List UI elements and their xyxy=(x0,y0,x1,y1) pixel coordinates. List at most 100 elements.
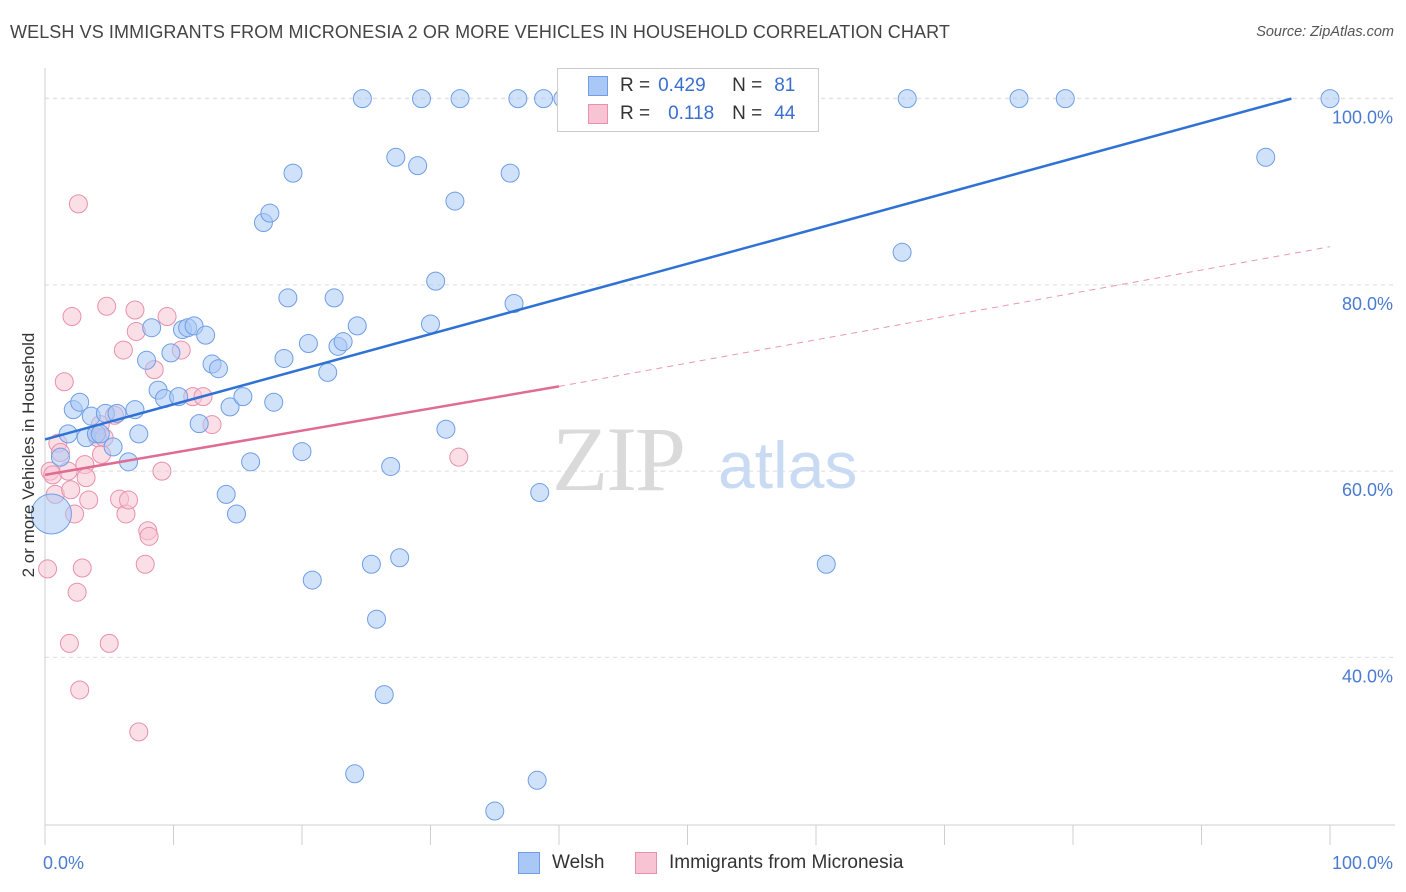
micronesia-point xyxy=(61,480,81,500)
welsh-point xyxy=(70,392,90,412)
micronesia-point xyxy=(67,582,87,602)
micronesia-point xyxy=(135,554,155,574)
welsh-point xyxy=(318,362,338,382)
welsh-point xyxy=(274,348,294,368)
welsh-point xyxy=(161,343,181,363)
welsh-point xyxy=(260,203,280,223)
welsh-point xyxy=(1009,89,1029,109)
welsh-point xyxy=(278,288,298,308)
welsh-point xyxy=(530,483,550,503)
welsh-point xyxy=(1055,89,1075,109)
source-label: Source: ZipAtlas.com xyxy=(1256,24,1394,40)
welsh-point xyxy=(264,392,284,412)
welsh-point xyxy=(129,424,149,444)
welsh-point xyxy=(421,314,440,334)
micronesia-point xyxy=(157,307,177,327)
micronesia-point xyxy=(125,300,145,320)
welsh-point xyxy=(352,89,372,109)
welsh-point xyxy=(30,493,72,535)
welsh-point xyxy=(816,554,836,574)
welsh-point xyxy=(527,770,547,790)
welsh-point xyxy=(892,242,912,262)
watermark-atlas: atlas xyxy=(718,428,857,502)
micronesia-point xyxy=(79,490,99,510)
welsh-point xyxy=(367,609,387,629)
welsh-point xyxy=(220,397,240,417)
bottom-legend-micronesia: Immigrants from Micronesia xyxy=(635,852,903,874)
y-axis-label: 2 or more Vehicles in Household xyxy=(19,333,38,578)
welsh-point xyxy=(233,387,253,407)
watermark: ZIP atlas xyxy=(552,408,857,510)
welsh-point xyxy=(283,163,303,183)
chart-title: WELSH VS IMMIGRANTS FROM MICRONESIA 2 OR… xyxy=(10,22,950,42)
welsh-point xyxy=(485,801,505,821)
y-tick-label: 80.0% xyxy=(1342,294,1393,314)
welsh-point xyxy=(897,89,917,109)
micronesia-point xyxy=(72,558,92,578)
correlation-legend: R = 0.429 N = 81 R = 0.118 N = 44 xyxy=(557,68,819,132)
welsh-point xyxy=(1256,147,1276,167)
legend-r-label: R = xyxy=(620,75,651,96)
welsh-trend-line xyxy=(44,97,1292,441)
watermark-zip: ZIP xyxy=(552,408,684,510)
legend-swatch-micronesia xyxy=(588,104,608,124)
legend-r-value: 0.429 xyxy=(658,75,706,96)
tick-labels: 40.0% 60.0% 80.0% 100.0% 0.0% 100.0% xyxy=(43,108,1393,873)
welsh-point xyxy=(189,414,209,434)
micronesia-point xyxy=(129,722,149,742)
micronesia-point xyxy=(113,340,133,360)
micronesia-point xyxy=(99,633,119,653)
welsh-point xyxy=(324,288,344,308)
micronesia-point xyxy=(59,633,79,653)
welsh-point xyxy=(445,191,465,211)
welsh-point xyxy=(226,504,246,524)
micronesia-point xyxy=(449,447,469,467)
welsh-point xyxy=(137,350,157,370)
welsh-point xyxy=(333,332,353,352)
welsh-point xyxy=(345,764,365,784)
y-tick-label: 40.0% xyxy=(1342,666,1393,686)
welsh-point xyxy=(386,147,406,167)
axes xyxy=(44,68,1395,845)
micronesia-point xyxy=(97,296,117,316)
legend-n-value: 81 xyxy=(774,75,796,96)
welsh-point xyxy=(298,334,318,354)
micronesia-point xyxy=(139,526,159,546)
trend-lines xyxy=(44,97,1331,477)
micronesia-point xyxy=(76,468,96,488)
welsh-point xyxy=(216,484,236,504)
legend-n-label: N = xyxy=(732,75,763,96)
welsh-point xyxy=(508,89,528,109)
welsh-point xyxy=(347,316,367,336)
legend-n-label: N = xyxy=(732,103,763,124)
micronesia-point xyxy=(70,680,90,700)
welsh-point xyxy=(361,554,381,574)
welsh-point xyxy=(381,456,401,476)
welsh-point xyxy=(302,570,322,590)
welsh-point xyxy=(241,452,261,472)
grid-lines xyxy=(45,97,1395,658)
legend-row-micronesia: R = 0.118 N = 44 xyxy=(558,100,795,128)
legend-swatch-welsh xyxy=(588,76,608,96)
legend-row-welsh: R = 0.429 N = 81 xyxy=(558,72,795,100)
y-tick-label: 100.0% xyxy=(1332,108,1393,128)
legend-r-value: 0.118 xyxy=(668,103,715,124)
welsh-point xyxy=(390,548,410,568)
legend-r-label: R = xyxy=(620,103,651,124)
welsh-point xyxy=(408,156,428,176)
welsh-point xyxy=(292,442,312,462)
welsh-point xyxy=(426,271,446,291)
micronesia-point xyxy=(38,559,58,579)
micronesia-point xyxy=(68,194,88,214)
welsh-point xyxy=(103,437,123,457)
micronesia-point xyxy=(54,372,74,392)
welsh-point xyxy=(436,419,456,439)
bottom-legend-label-welsh: Welsh xyxy=(552,852,605,873)
welsh-point xyxy=(196,325,216,345)
data-points xyxy=(30,89,1340,821)
welsh-point xyxy=(1320,89,1340,109)
welsh-point xyxy=(208,359,228,379)
bottom-legend-swatch-micronesia xyxy=(635,852,657,874)
micronesia-point xyxy=(119,490,139,510)
